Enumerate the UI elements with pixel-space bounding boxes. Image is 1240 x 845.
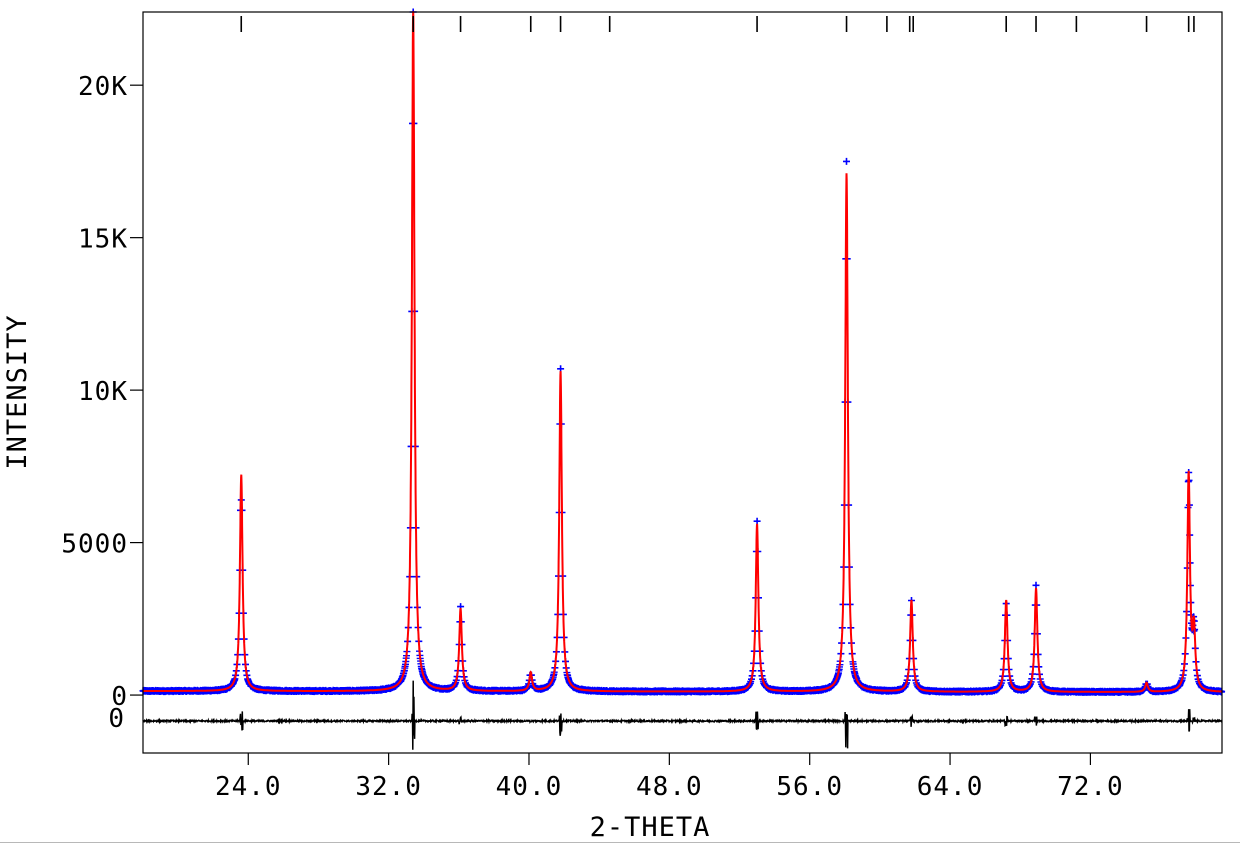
y-tick-label-20000: 20K — [78, 72, 128, 102]
difference-zero-label: 0 — [108, 704, 125, 734]
reflection-markers — [240, 16, 1195, 32]
y-axis-title: INTENSITY — [2, 314, 33, 469]
calculated-curve — [143, 11, 1222, 693]
y-tick-label-0: 0 — [111, 682, 128, 712]
x-tick-label-32: 32.0 — [355, 772, 422, 802]
x-tick-label-64: 64.0 — [917, 772, 984, 802]
x-axis: 24.0 32.0 40.0 48.0 56.0 64.0 72.0 — [215, 753, 1124, 802]
observed-baseline-points — [139, 647, 1226, 696]
window-bottom-border — [0, 842, 1240, 843]
x-tick-label-40: 40.0 — [496, 772, 563, 802]
x-tick-label-48: 48.0 — [636, 772, 703, 802]
x-tick-label-72: 72.0 — [1057, 772, 1124, 802]
y-tick-label-10000: 10K — [78, 377, 128, 407]
calculated-series — [143, 11, 1222, 693]
difference-curve — [142, 680, 1223, 750]
plot-frame — [142, 11, 1223, 754]
y-tick-label-15000: 15K — [78, 225, 128, 255]
observed-series — [139, 8, 1226, 696]
y-tick-label-5000: 5000 — [61, 530, 128, 560]
x-tick-label-56: 56.0 — [776, 772, 843, 802]
x-axis-title: 2-THETA — [590, 812, 711, 843]
y-axis: 0 5000 10K 15K 20K — [61, 72, 143, 712]
difference-series — [142, 680, 1223, 750]
x-tick-label-24: 24.0 — [215, 772, 282, 802]
